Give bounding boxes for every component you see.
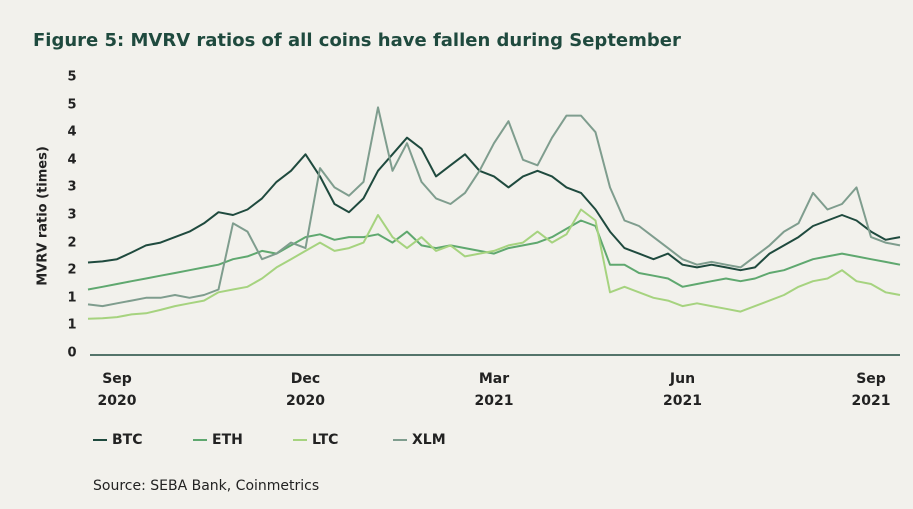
y-tick-label: 1: [67, 290, 77, 306]
y-tick-label: 5: [67, 69, 77, 85]
y-tick-label: 4: [67, 152, 77, 168]
legend-item: ETH: [193, 432, 243, 448]
legend-swatch: [93, 439, 107, 441]
legend-label: XLM: [412, 432, 446, 448]
chart-title: Figure 5: MVRV ratios of all coins have …: [33, 30, 681, 51]
legend-item: LTC: [293, 432, 338, 448]
series-line: [87, 219, 901, 291]
series-line: [87, 136, 901, 272]
y-tick-label: 5: [67, 97, 77, 113]
series-line: [87, 208, 901, 320]
y-tick-label: 2: [67, 262, 77, 278]
legend-item: BTC: [93, 432, 143, 448]
series-line: [87, 106, 901, 308]
legend-label: BTC: [112, 432, 143, 448]
x-tick-label: Mar 2021: [474, 371, 514, 409]
legend-swatch: [293, 439, 307, 441]
y-tick-label: 2: [67, 235, 77, 251]
x-tick-label: Dec 2020: [286, 371, 325, 409]
source-note: Source: SEBA Bank, Coinmetrics: [93, 478, 320, 494]
x-tick-label: Jun 2021: [663, 371, 702, 409]
legend-swatch: [193, 439, 207, 441]
y-tick-label: 1: [67, 317, 77, 333]
y-tick-label: 3: [67, 207, 77, 223]
legend-label: LTC: [312, 432, 339, 448]
x-tick-label: Sep 2020: [97, 371, 137, 409]
y-tick-label: 4: [67, 124, 77, 140]
y-tick-label: 3: [67, 179, 77, 195]
y-tick-label: 0: [67, 345, 77, 361]
legend-item: XLM: [393, 432, 446, 448]
x-tick-label: Sep 2021: [851, 371, 891, 409]
legend-swatch: [393, 439, 407, 441]
legend-label: ETH: [212, 432, 243, 448]
